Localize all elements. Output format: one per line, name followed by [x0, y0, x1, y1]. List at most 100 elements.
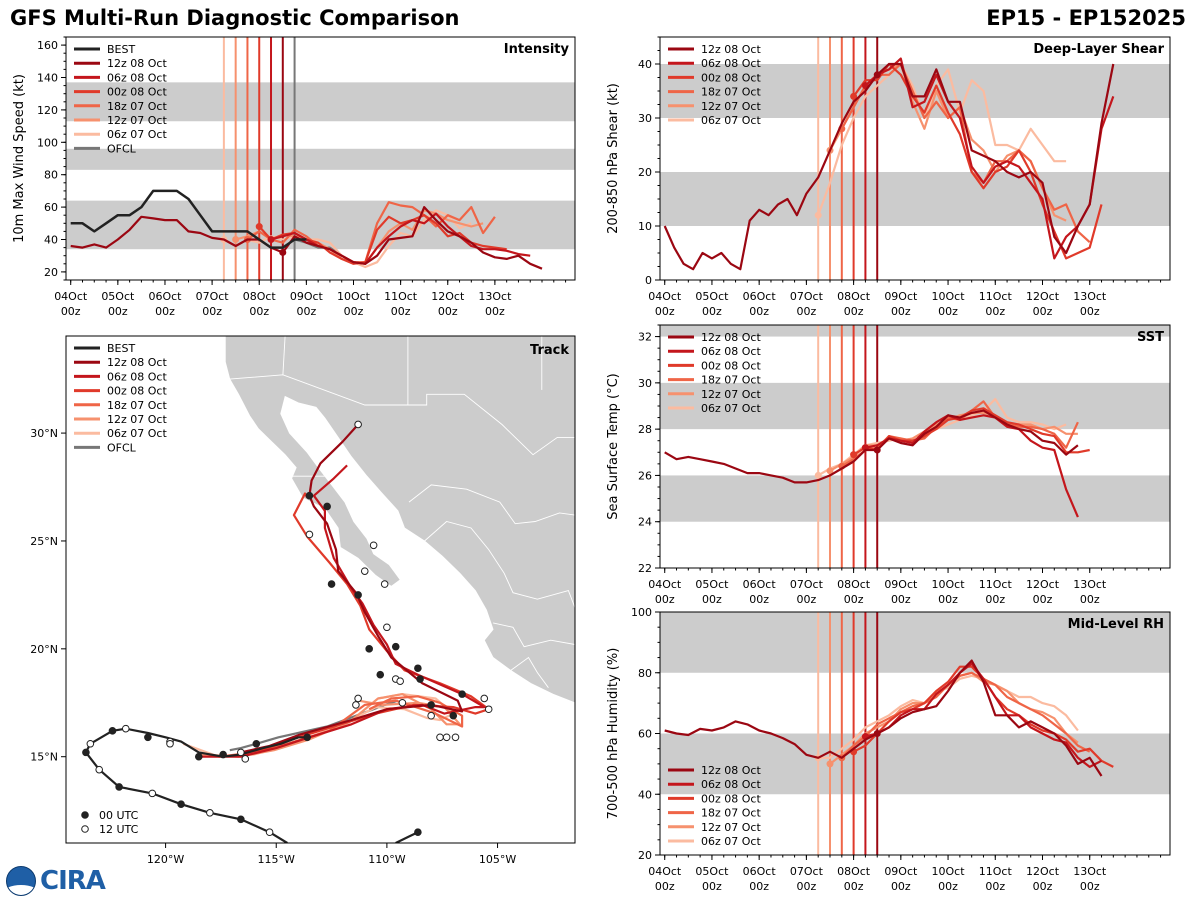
rh-panel: 20 40 60 80 100 04Oct 00z 05Oct 00z 06Oct 00z 07Oct…	[606, 606, 1171, 893]
rh-xtick-label-day: 10Oct	[932, 865, 966, 878]
legend-label-12z-07-oct: 12z 07 Oct	[701, 821, 761, 834]
sst-xtick-label-day: 05Oct	[695, 578, 729, 591]
rh-ytick-label: 80	[638, 667, 652, 680]
sst-xtick-label-hour: 00z	[796, 593, 816, 606]
shear-init-marker-06z-07-oct	[814, 211, 822, 219]
rh-xtick-label-day: 11Oct	[979, 865, 1013, 878]
legend-label-06z-08-oct: 06z 08 Oct	[701, 345, 761, 358]
sst-ytick-label: 26	[638, 469, 652, 482]
intensity-xtick-label-hour: 00z	[61, 305, 81, 318]
intensity-xtick-label-day: 04Oct	[54, 290, 88, 303]
intensity-xtick-label-hour: 00z	[249, 305, 269, 318]
shear-xtick-label-hour: 00z	[1033, 305, 1053, 318]
intensity-init-marker-06z-08-oct	[267, 236, 275, 243]
track-series-12z-08-oct	[240, 423, 464, 754]
track-map-area	[82, 336, 575, 843]
track-marker-12utc	[95, 765, 103, 774]
border-line-8	[510, 656, 549, 688]
rh-series-12z-08-oct	[664, 659, 1103, 777]
rh-xtick-label-hour: 00z	[749, 880, 769, 893]
rh-xtick-label-hour: 00z	[844, 880, 864, 893]
border-line-1	[282, 336, 286, 375]
rh-ytick-label: 20	[638, 849, 652, 862]
track-marker-00utc	[252, 739, 261, 748]
sst-xtick-label-day: 11Oct	[979, 578, 1013, 591]
rh-title: Mid-Level RH	[1068, 617, 1164, 632]
rh-xtick-label-hour: 00z	[655, 880, 675, 893]
sst-init-marker-12z-08-oct	[873, 446, 881, 454]
sst-xtick-label-hour: 00z	[938, 593, 958, 606]
legend-label-18z-07-oct: 18z 07 Oct	[107, 100, 167, 113]
track-marker-00utc	[237, 815, 245, 824]
track-panel: 120°W 115°W 110°W 105°W 15°N 20°N 25°N 30°N Trac…	[30, 335, 576, 866]
rh-xtick-label-day: 08Oct	[837, 865, 871, 878]
shear-xtick-label-day: 08Oct	[837, 290, 871, 303]
track-marker-00utc	[82, 748, 90, 757]
legend-label-12z-08-oct: 12z 08 Oct	[701, 331, 761, 344]
track-marker-12utc	[427, 711, 435, 720]
track-marker-12utc	[442, 733, 451, 742]
legend-label-06z-08-oct: 06z 08 Oct	[701, 57, 761, 70]
track-marker-12utc	[166, 739, 174, 748]
shear-xtick-label-hour: 00z	[702, 305, 722, 318]
sst-ytick-label: 22	[638, 562, 652, 575]
sst-xtick-label-day: 12Oct	[1026, 578, 1060, 591]
rh-xtick-label-hour: 00z	[1033, 880, 1053, 893]
shear-xtick-label-day: 09Oct	[884, 290, 918, 303]
noaa-logo-icon	[6, 866, 36, 896]
track-marker-00utc	[108, 727, 117, 735]
legend-label-12z-08-oct: 12z 08 Oct	[701, 43, 761, 56]
sst-ytick-label: 28	[638, 423, 652, 436]
rh-xtick-label-day: 13Oct	[1073, 865, 1107, 878]
border-line-6	[424, 521, 575, 608]
intensity-xtick-label-day: 05Oct	[101, 290, 135, 303]
rh-band-1	[660, 612, 1170, 673]
legend-label-12z-08-oct: 12z 08 Oct	[701, 764, 761, 777]
track-marker-12utc	[237, 748, 245, 757]
intensity-xtick-label-hour: 00z	[438, 305, 458, 318]
intensity-xtick-label-hour: 00z	[155, 305, 175, 318]
intensity-ytick-label: 120	[37, 104, 58, 117]
legend-label-12z-07-oct: 12z 07 Oct	[701, 388, 761, 401]
track-marker-12utc	[451, 733, 460, 742]
shear-xtick-label-hour: 00z	[844, 305, 864, 318]
rh-series-18z-07-oct	[841, 671, 1091, 759]
sst-init-marker-06z-07-oct	[814, 471, 822, 479]
shear-xtick-label-day: 06Oct	[743, 290, 777, 303]
track-marker-00utc	[391, 642, 400, 651]
shear-init-marker-00z-08-oct	[850, 92, 858, 100]
track-lat-label: 20°N	[30, 643, 58, 656]
rh-ylabel: 700-500 hPa Humidity (%)	[606, 648, 621, 820]
sst-title: SST	[1137, 330, 1164, 345]
track-marker-00utc	[458, 690, 466, 698]
track-marker-12utc	[369, 541, 378, 550]
intensity-xtick-label-day: 10Oct	[337, 290, 371, 303]
rh-xtick-label-hour: 00z	[985, 880, 1005, 893]
track-series-best	[84, 727, 308, 843]
intensity-ytick-label: 60	[44, 201, 58, 214]
rh-xtick-label-day: 06Oct	[743, 865, 777, 878]
sst-band-1	[660, 382, 1170, 430]
rh-ytick-label: 100	[631, 606, 652, 619]
shear-xtick-label-hour: 00z	[796, 305, 816, 318]
track-lat-label: 15°N	[30, 751, 58, 764]
track-marker-12utc	[206, 808, 214, 817]
rh-xtick-label-hour: 00z	[938, 880, 958, 893]
track-lon-label: 110°W	[368, 853, 405, 866]
page-title: GFS Multi-Run Diagnostic Comparison	[10, 6, 460, 30]
shear-xtick-label-day: 07Oct	[790, 290, 824, 303]
track-marker-00utc	[414, 828, 422, 837]
storm-id-title: EP15 - EP152025	[986, 6, 1186, 30]
sst-xtick-label-hour: 00z	[1080, 593, 1100, 606]
border-line-5	[408, 484, 575, 525]
shear-plot-area	[660, 37, 1170, 280]
sst-band-2	[660, 325, 1170, 337]
track-marker-12utc	[398, 698, 407, 707]
intensity-series-18z-07-oct	[246, 201, 496, 264]
intensity-ytick-label: 100	[37, 136, 58, 149]
track-marker-00utc	[449, 711, 458, 720]
rh-plot-area	[660, 612, 1170, 855]
intensity-xtick-label-hour: 00z	[108, 305, 128, 318]
track-marker-12utc	[383, 623, 391, 632]
